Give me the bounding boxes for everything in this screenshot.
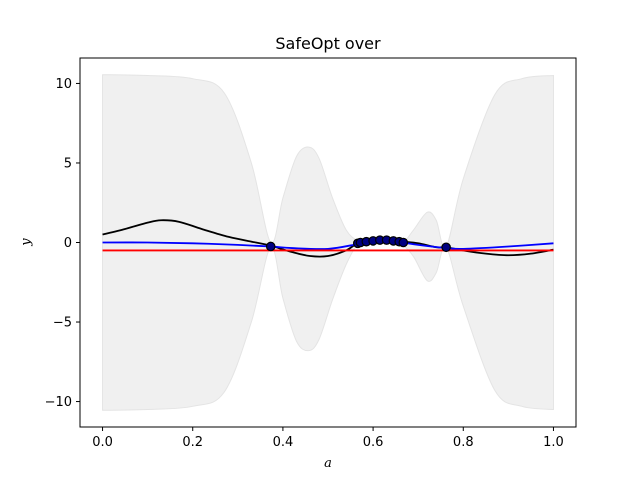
y-axis-ticks: −10 −5 0 5 10 (45, 77, 80, 410)
plot-area (102, 74, 554, 411)
x-tick-label: 0.6 (363, 435, 384, 450)
x-tick-label: 0.8 (453, 435, 474, 450)
x-tick-label: 1.0 (543, 435, 564, 450)
y-axis-label: y (19, 238, 34, 247)
x-tick-label: 0.4 (273, 435, 294, 450)
y-tick-label: 0 (64, 236, 72, 251)
x-tick-label: 0.2 (182, 435, 203, 450)
y-tick-label: 5 (64, 156, 72, 171)
y-tick-label: −10 (45, 395, 72, 410)
x-axis-ticks: 0.0 0.2 0.4 0.6 0.8 1.0 (92, 427, 564, 450)
observation-point (265, 241, 276, 252)
y-tick-label: −5 (53, 316, 72, 331)
x-tick-label: 0.0 (92, 435, 113, 450)
y-tick-label: 10 (55, 77, 72, 92)
confidence-band (102, 74, 554, 411)
observation-point (398, 237, 409, 248)
observation-point (441, 242, 451, 253)
x-axis-label: a (324, 456, 332, 471)
chart-title: SafeOpt over (275, 34, 381, 53)
observation-points (265, 235, 451, 253)
